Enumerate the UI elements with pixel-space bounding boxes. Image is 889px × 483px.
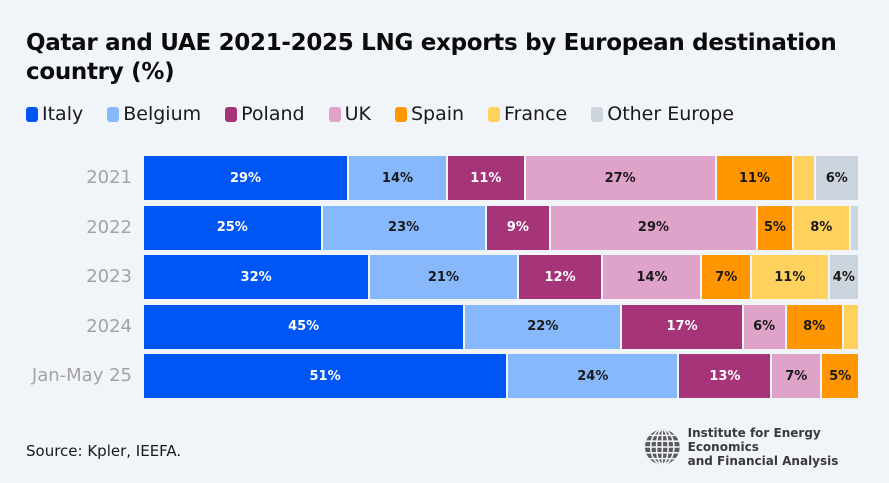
legend-swatch — [225, 106, 238, 122]
data-label: 14% — [381, 170, 414, 186]
globe-icon — [644, 429, 680, 465]
chart-title: Qatar and UAE 2021-2025 LNG exports by E… — [26, 30, 837, 85]
bar-segment-belgium: 22% — [465, 304, 623, 349]
data-label: 32% — [240, 269, 272, 285]
bar-segment-uk: 27% — [525, 156, 717, 200]
legend-item-poland: Poland — [225, 103, 305, 125]
data-label: 12% — [544, 269, 576, 285]
bar-segment-uk: 7% — [772, 354, 823, 399]
data-label: 23% — [388, 220, 420, 236]
source-note: Source: Kpler, IEEFA. — [26, 442, 182, 460]
bar-segment-belgium: 14% — [349, 156, 448, 200]
bar-row: 32% 21% 12% 14% 7% 11% 4% — [144, 255, 858, 300]
legend-item-italy: Italy — [26, 103, 83, 125]
bar-segment-other-europe: 4% — [829, 255, 858, 300]
legend-item-spain: Spain — [394, 103, 465, 125]
data-label: 29% — [229, 170, 262, 186]
data-label: 25% — [216, 220, 248, 236]
data-label: 4% — [832, 269, 855, 285]
bar-segment-spain: 7% — [702, 255, 752, 300]
legend-item-other-europe: Other Europe — [591, 103, 734, 125]
legend-item-france: France — [488, 103, 567, 125]
data-label: 22% — [527, 319, 559, 335]
y-tick-label: 2024 — [86, 315, 132, 337]
legend-swatch — [26, 106, 38, 122]
bar-row: 25% 23% 9% 29% 5% 8% — [144, 205, 858, 250]
y-tick-label: 2023 — [86, 266, 132, 288]
data-label: 7% — [785, 368, 808, 384]
y-tick-label: 2022 — [86, 216, 132, 238]
legend-item-uk: UK — [328, 103, 371, 125]
data-label: 11% — [774, 269, 806, 285]
data-label: 29% — [637, 220, 670, 236]
y-tick-label: 2021 — [86, 167, 132, 188]
bar-segment-spain: 5% — [822, 354, 858, 399]
legend-swatch — [394, 106, 407, 122]
bar-segment-uk: 14% — [603, 255, 703, 300]
bar-segment-poland: 11% — [447, 156, 526, 200]
bar-row: 51% 24% 13% 7% 5% — [144, 354, 858, 399]
bar-row: 29% 14% 11% 27% 11% 6% — [144, 156, 858, 200]
bar-segment-poland: 9% — [486, 205, 551, 250]
bar-segment-poland: 17% — [622, 304, 744, 349]
data-label: 21% — [427, 269, 459, 285]
bar-segment-spain: 5% — [758, 205, 794, 250]
data-label: 6% — [825, 170, 848, 186]
bar-segment-france: 8% — [793, 205, 851, 250]
ieefa-logo: Institute for Energy Economics and Finan… — [643, 426, 889, 468]
logo-line-2: and Financial Analysis — [687, 454, 839, 468]
data-label: 6% — [753, 319, 776, 335]
bar-segment-france — [843, 304, 858, 349]
legend-label: Belgium — [123, 103, 202, 125]
data-label: 45% — [288, 319, 320, 335]
bar-segment-belgium: 23% — [322, 205, 487, 250]
bar-segment-belgium: 21% — [370, 255, 519, 300]
legend-swatch — [591, 106, 604, 122]
data-label: 5% — [829, 368, 852, 384]
data-label: 27% — [604, 170, 636, 186]
data-label: 9% — [506, 220, 529, 236]
bar-segment-france: 11% — [751, 255, 830, 300]
bar-segment-spain: 11% — [716, 156, 795, 200]
data-label: 11% — [470, 170, 502, 186]
data-label: 7% — [715, 269, 738, 285]
bar-segment-poland: 13% — [679, 354, 773, 399]
data-label: 8% — [803, 319, 826, 335]
data-label: 13% — [709, 368, 741, 384]
bar-segment-uk: 6% — [743, 304, 787, 349]
bar-segment-uk: 29% — [550, 205, 759, 250]
legend-label: Poland — [241, 103, 305, 125]
bar-segment-italy: 25% — [144, 205, 323, 250]
legend: Italy Belgium Poland UK Spain France Other Eur… — [26, 103, 758, 125]
data-label: 24% — [577, 368, 609, 384]
bar-segment-italy: 45% — [144, 304, 466, 349]
bar-segment-spain: 8% — [786, 304, 844, 349]
legend-swatch — [328, 106, 341, 122]
data-label: 17% — [666, 319, 698, 335]
data-label: 5% — [763, 220, 786, 236]
data-label: 8% — [810, 220, 833, 236]
legend-swatch — [488, 106, 501, 122]
data-label: 51% — [309, 368, 341, 384]
bar-row: 45% 22% 17% 6% 8% — [144, 304, 858, 349]
bar-segment-italy: 32% — [144, 255, 371, 300]
legend-label: Spain — [410, 103, 465, 125]
legend-label: France — [504, 103, 568, 125]
bar-segment-france — [794, 156, 816, 200]
bar-segment-other-europe — [850, 205, 858, 250]
legend-item-belgium: Belgium — [107, 103, 201, 125]
legend-swatch — [107, 106, 120, 122]
legend-label: Other Europe — [607, 103, 735, 125]
data-label: 11% — [738, 170, 771, 186]
logo-line-1: Institute for Energy Economics — [687, 426, 821, 454]
bar-segment-italy: 51% — [144, 354, 509, 399]
legend-label: UK — [344, 103, 371, 125]
data-label: 14% — [636, 269, 668, 285]
bar-segment-other-europe: 6% — [815, 156, 858, 200]
bar-segment-italy: 29% — [144, 156, 349, 200]
legend-label: Italy — [42, 103, 84, 125]
y-tick-label: Jan-May 25 — [31, 365, 132, 387]
bar-segment-belgium: 24% — [508, 354, 680, 399]
bar-segment-poland: 12% — [518, 255, 604, 300]
